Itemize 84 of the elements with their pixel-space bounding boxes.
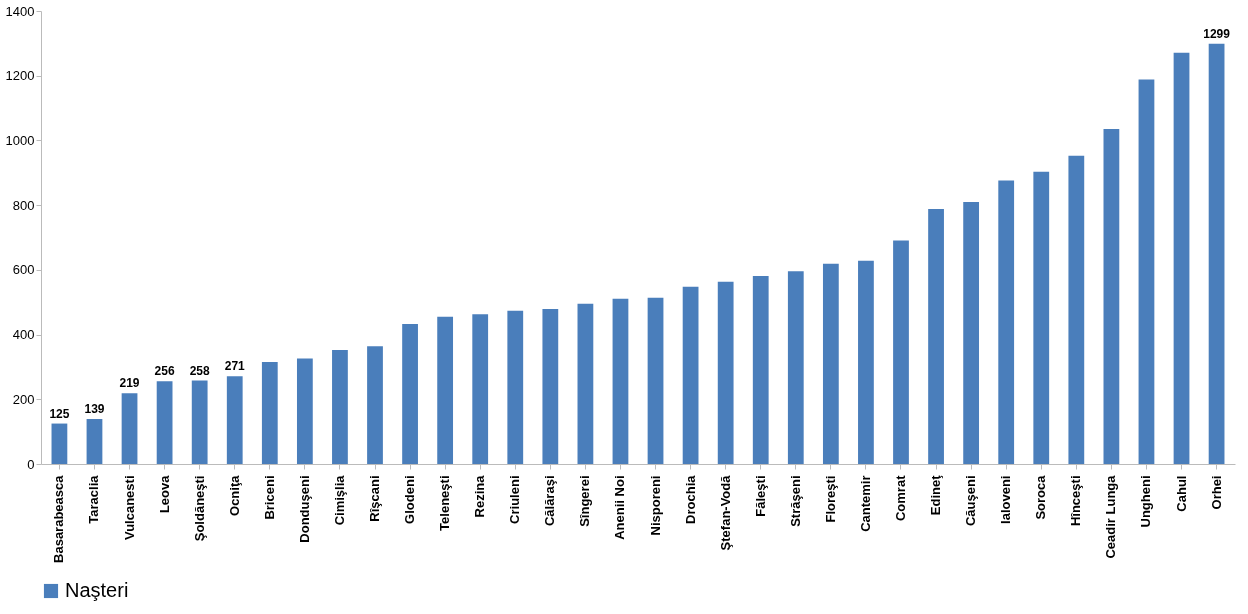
bar [226, 376, 243, 464]
x-tick-label: Briceni [261, 475, 277, 520]
data-label: 139 [84, 402, 105, 417]
bar [612, 298, 629, 464]
bar [1103, 129, 1120, 464]
bar [542, 309, 559, 464]
bar [1173, 52, 1190, 464]
x-tick-label: Glodeni [402, 475, 418, 524]
x-tick-label: Nisporeni [647, 475, 663, 536]
x-tick-label: Rîşcani [367, 475, 382, 522]
bar [437, 316, 454, 464]
y-tick-label: 800 [12, 197, 35, 213]
x-tick-label: Sîngerei [577, 475, 593, 527]
x-tick-label: Edineţ [928, 474, 944, 516]
x-tick-label: Soroca [1033, 474, 1049, 520]
data-label: 1299 [1203, 26, 1231, 41]
x-tick-label: Basarabeasca [51, 474, 67, 563]
x-tick-label: Făleşti [752, 475, 768, 517]
x-tick-label: Ialoveni [998, 475, 1014, 524]
x-tick-label: Ştefan-Vodă [717, 474, 733, 551]
bar [858, 260, 874, 464]
y-tick-label: 1200 [5, 68, 35, 84]
bar [752, 276, 769, 464]
bar [51, 423, 68, 464]
bar [472, 314, 489, 464]
y-tick-label: 0 [27, 456, 35, 472]
x-tick-label: Comrat [893, 474, 908, 522]
x-tick-label: Ungheni [1138, 475, 1154, 528]
bar [893, 240, 909, 464]
bar [1138, 79, 1155, 464]
bar [998, 180, 1015, 464]
bar [1033, 171, 1050, 464]
data-label: 271 [224, 359, 246, 374]
bar [577, 303, 594, 464]
x-tick-label: Orhei [1208, 475, 1224, 510]
data-label: 219 [119, 376, 140, 391]
bar [402, 323, 418, 464]
bar [1068, 155, 1085, 464]
bar [121, 393, 138, 464]
bar [682, 286, 699, 464]
x-tick-label: Hînceşti [1068, 475, 1084, 527]
y-tick-label: 600 [12, 262, 35, 278]
bar [367, 346, 383, 464]
bar [296, 358, 313, 464]
x-tick-label: Teleneşti [437, 475, 453, 531]
x-tick-label: Rezina [472, 474, 488, 518]
x-tick-label: Taraclia [86, 474, 102, 524]
y-tick-label: 1400 [5, 3, 35, 19]
x-tick-label: Cimişlia [331, 474, 347, 526]
bar [86, 419, 103, 464]
bar [332, 350, 348, 464]
bar [787, 271, 804, 464]
x-tick-label: Cantemir [857, 475, 873, 532]
x-tick-label: Vulcanesti [121, 475, 137, 541]
x-tick-label: Anenii Noi [612, 475, 628, 540]
data-label: 125 [49, 406, 70, 421]
data-label: 258 [189, 363, 211, 378]
x-tick-label: Ceadir Lunga [1103, 474, 1119, 559]
bar [822, 263, 839, 464]
bar [507, 310, 524, 464]
x-tick-label: Drochia [682, 474, 698, 524]
y-tick-label: 400 [12, 327, 35, 343]
bar [928, 209, 944, 464]
legend-label: Naşteri [65, 579, 129, 601]
bar [1208, 43, 1225, 464]
data-label: 256 [154, 364, 175, 379]
x-tick-label: Cahul [1173, 475, 1189, 512]
y-tick-label: 200 [12, 391, 35, 407]
bar [261, 362, 278, 464]
x-tick-label: Donduşeni [296, 475, 312, 543]
x-tick-label: Călăraşi [542, 475, 558, 527]
x-tick-label: Criuleni [507, 475, 523, 524]
x-tick-label: Floreşti [822, 475, 838, 523]
bar [647, 297, 664, 464]
x-tick-label: Străşeni [787, 475, 803, 527]
x-tick-label: Căuşeni [963, 475, 979, 527]
bar [191, 380, 208, 464]
x-tick-label: Şoldăneşti [191, 475, 207, 542]
bar [717, 281, 734, 464]
bar [156, 381, 173, 464]
y-tick-label: 1000 [5, 132, 35, 148]
x-tick-label: Ocniţa [226, 474, 242, 516]
bar [963, 201, 980, 464]
x-tick-label: Leova [156, 474, 172, 514]
